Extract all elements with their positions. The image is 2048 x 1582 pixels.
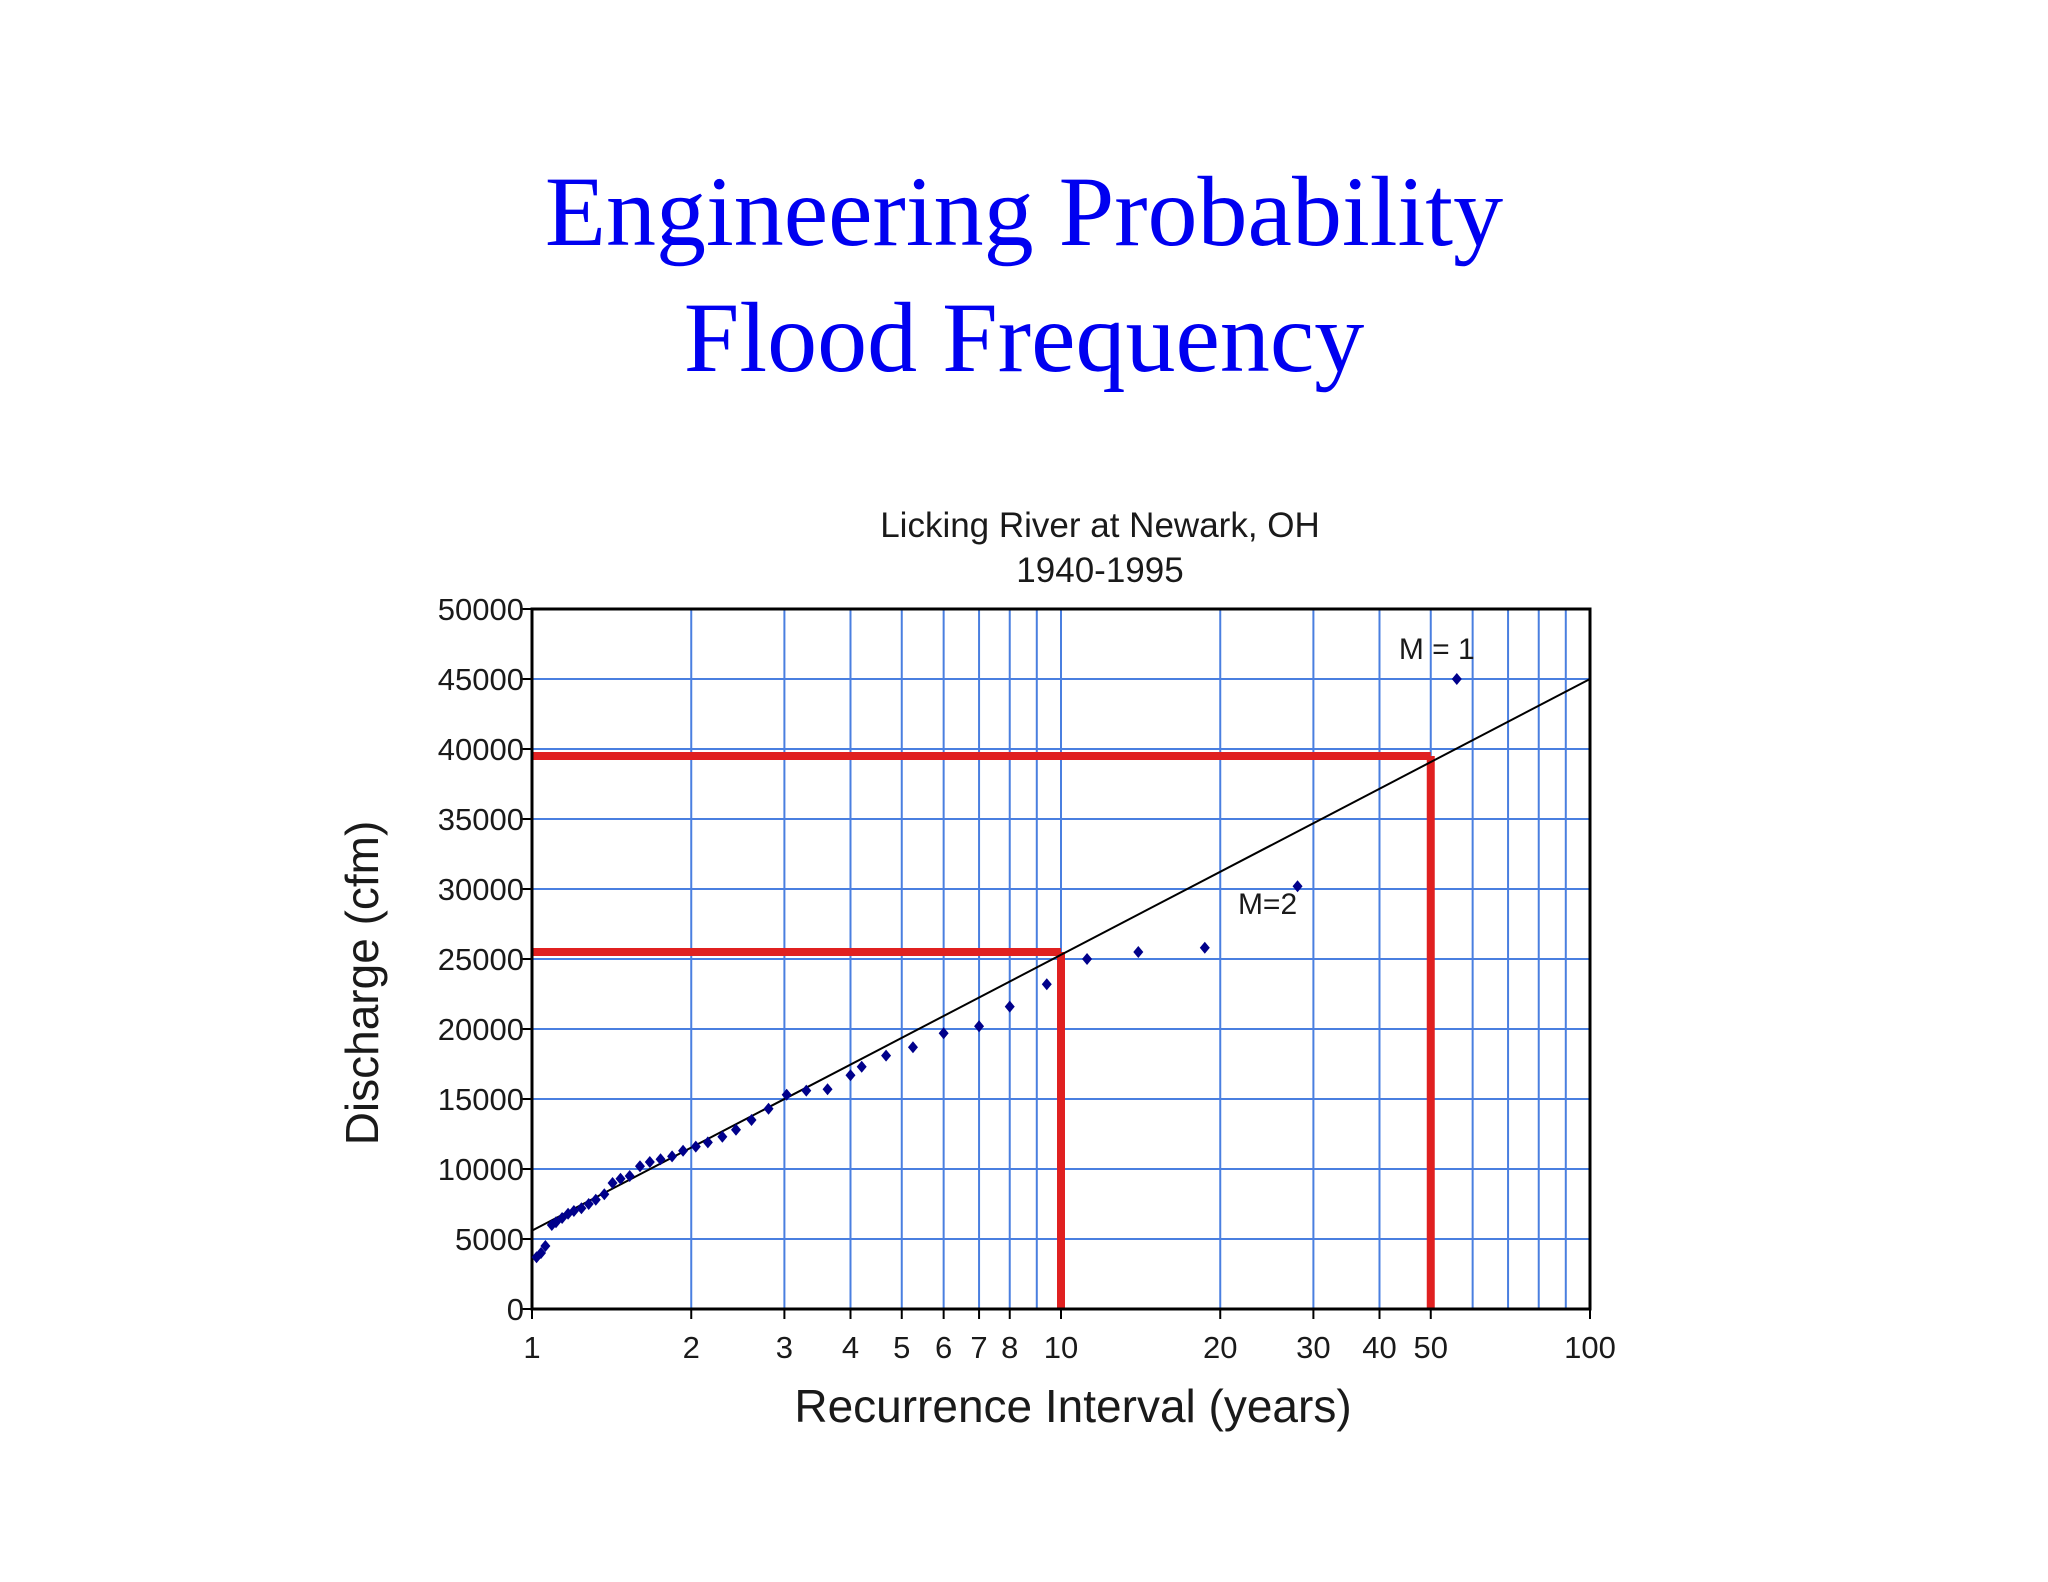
data-point	[536, 1247, 547, 1259]
y-tick-label: 45000	[438, 662, 524, 697]
data-point	[690, 1140, 701, 1153]
y-tick-label: 40000	[438, 732, 524, 767]
y-tick-label: 25000	[438, 942, 524, 977]
y-tick-label: 10000	[438, 1152, 524, 1187]
data-point	[667, 1150, 678, 1163]
data-point	[746, 1114, 757, 1126]
y-tick-label: 50000	[438, 592, 524, 627]
x-tick-label: 40	[1362, 1330, 1396, 1365]
y-tick-label: 15000	[438, 1082, 524, 1117]
chart-subtitle: 1940-1995	[1016, 551, 1183, 590]
x-tick-label: 100	[1564, 1330, 1616, 1365]
y-tick-label: 0	[507, 1292, 524, 1327]
axes: 0 5000 10000 15000 20000 25000 30000 35000 40000…	[438, 592, 1616, 1365]
y-tick-label: 20000	[438, 1012, 524, 1047]
data-point	[1041, 978, 1052, 991]
data-point	[590, 1193, 601, 1206]
x-tick-label: 20	[1203, 1330, 1237, 1365]
data-point	[576, 1202, 587, 1215]
reference-lines	[532, 752, 1435, 1309]
x-tick-label: 1	[523, 1330, 540, 1365]
data-point	[1451, 673, 1462, 685]
data-point	[781, 1088, 792, 1101]
y-tick-label: 30000	[438, 872, 524, 907]
data-point	[938, 1027, 949, 1040]
chart-title: Licking River at Newark, OH	[880, 506, 1320, 545]
data-point	[845, 1069, 856, 1082]
x-tick-label: 6	[935, 1330, 952, 1365]
x-tick-label: 2	[683, 1330, 700, 1365]
data-point	[856, 1060, 867, 1073]
data-point	[1004, 1000, 1015, 1013]
annotation-label: M=2	[1238, 888, 1297, 921]
data-point	[615, 1172, 626, 1185]
x-axis-label: Recurrence Interval (years)	[794, 1380, 1351, 1432]
data-point	[1199, 941, 1210, 954]
data-point	[655, 1153, 666, 1166]
data-point	[881, 1049, 892, 1062]
data-point	[624, 1170, 635, 1182]
data-point	[634, 1160, 645, 1173]
data-point	[583, 1198, 594, 1210]
data-point	[763, 1102, 774, 1115]
x-tick-label: 7	[970, 1330, 987, 1365]
x-tick-label: 50	[1414, 1330, 1448, 1365]
y-axis-label: Discharge (cfm)	[336, 821, 388, 1146]
x-tick-label: 8	[1001, 1330, 1018, 1365]
y-tick-label: 5000	[455, 1222, 524, 1257]
data-point	[730, 1123, 741, 1136]
data-point	[678, 1144, 689, 1157]
x-tick-label: 10	[1044, 1330, 1078, 1365]
data-point	[599, 1188, 610, 1201]
data-point	[702, 1136, 713, 1149]
data-point	[974, 1020, 985, 1033]
slide-title: Engineering Probability	[544, 156, 1504, 267]
annotation-label: M = 1	[1399, 633, 1475, 666]
x-tick-label: 5	[893, 1330, 910, 1365]
x-tick-label: 30	[1296, 1330, 1330, 1365]
data-point	[1133, 946, 1144, 958]
y-tick-label: 35000	[438, 802, 524, 837]
data-point	[801, 1084, 812, 1097]
data-point	[540, 1240, 551, 1252]
slide-subtitle: Flood Frequency	[683, 282, 1365, 393]
data-points	[531, 673, 1462, 1264]
data-point	[607, 1177, 618, 1189]
data-point	[717, 1130, 728, 1143]
data-point	[1082, 953, 1093, 965]
data-point	[644, 1156, 655, 1168]
x-tick-label: 3	[776, 1330, 793, 1365]
data-point	[1292, 880, 1303, 893]
data-point	[907, 1041, 918, 1054]
data-point	[568, 1205, 579, 1217]
x-tick-label: 4	[842, 1330, 859, 1365]
data-point	[822, 1083, 833, 1096]
annotations: M = 1 M=2	[1238, 633, 1475, 921]
